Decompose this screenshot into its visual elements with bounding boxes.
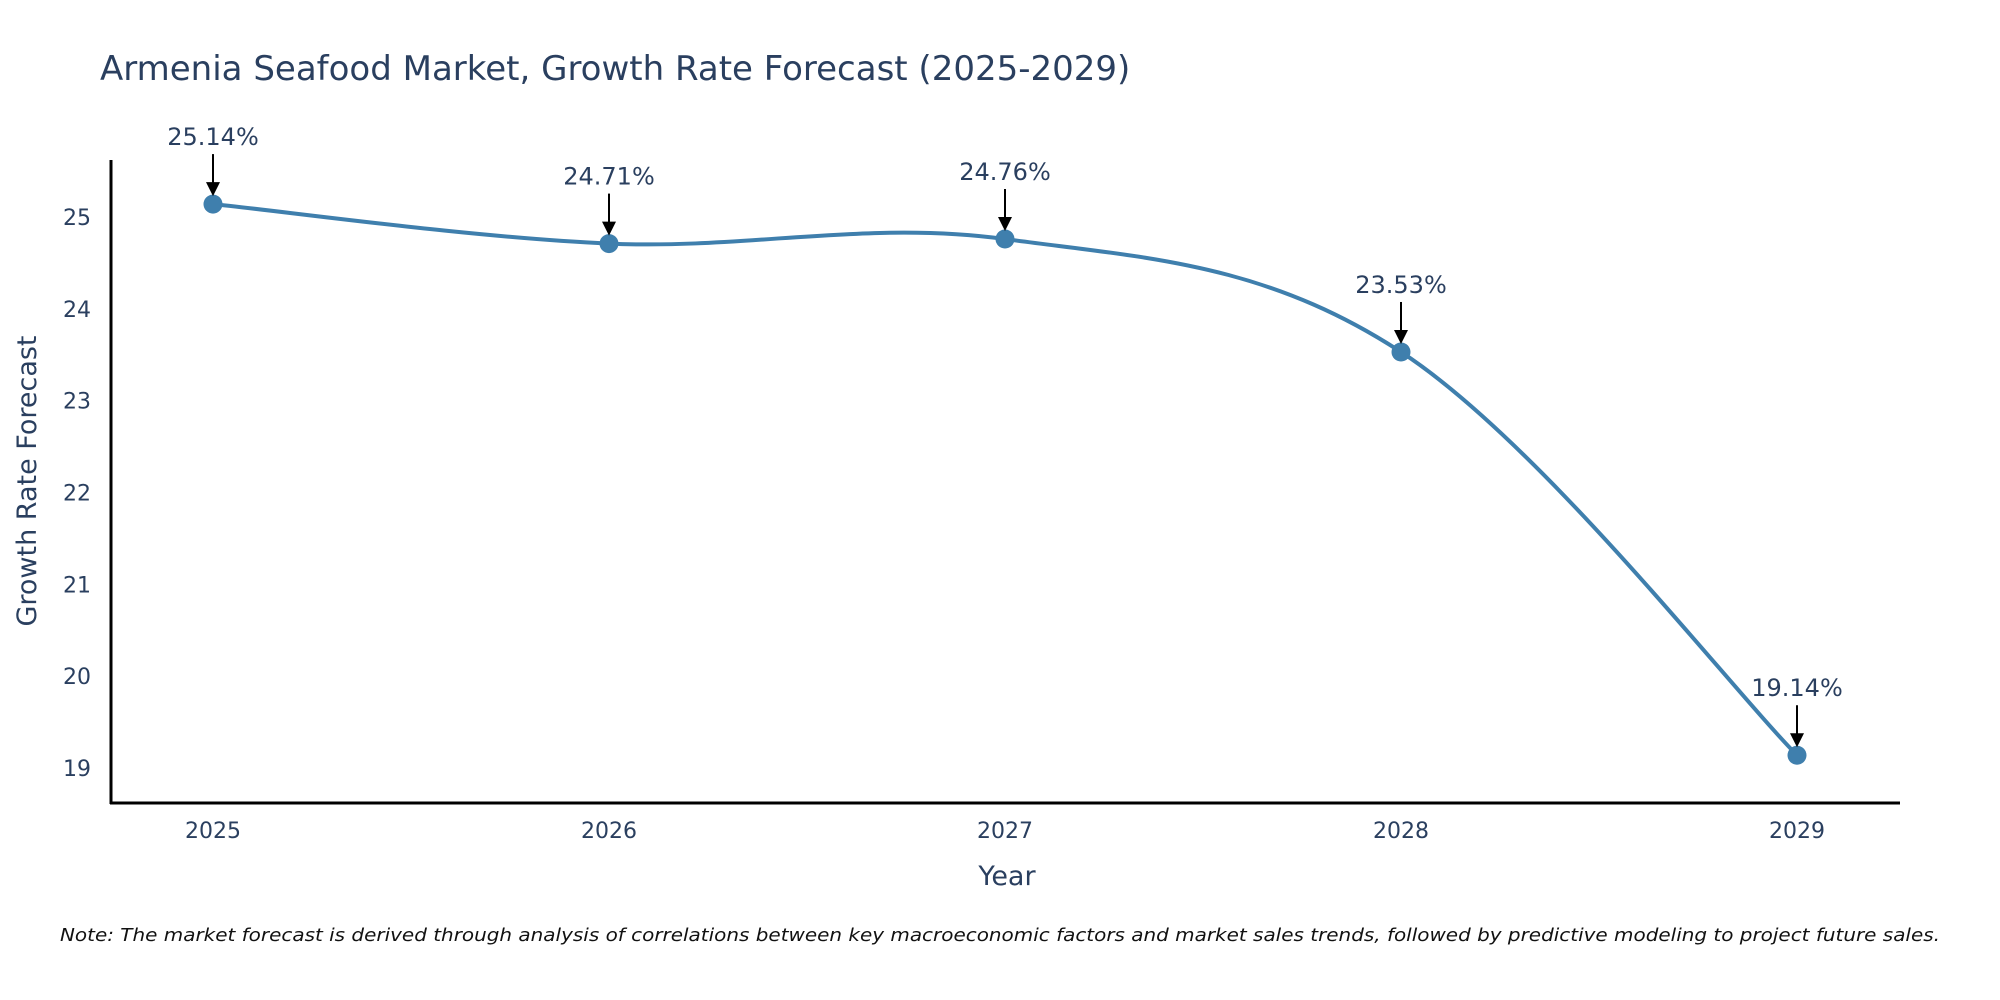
annotation-arrowhead bbox=[602, 221, 616, 236]
annotations: 25.14% 24.71% 24.76% 23.53% 19.14% bbox=[167, 123, 1843, 748]
annotation-arrowhead bbox=[998, 216, 1012, 231]
annotation-label: 19.14% bbox=[1751, 674, 1843, 702]
annotation: 24.76% bbox=[959, 158, 1051, 231]
annotation: 23.53% bbox=[1355, 271, 1447, 344]
y-tick-label: 25 bbox=[63, 206, 91, 231]
chart-title: Armenia Seafood Market, Growth Rate Fore… bbox=[100, 49, 1130, 89]
data-point bbox=[995, 229, 1015, 249]
data-point bbox=[1391, 342, 1411, 362]
data-point bbox=[203, 194, 223, 214]
x-tick-label: 2028 bbox=[1373, 819, 1429, 844]
x-tick-label: 2029 bbox=[1769, 819, 1825, 844]
axes bbox=[109, 160, 1900, 805]
annotation-label: 23.53% bbox=[1355, 271, 1447, 299]
y-tick-label: 20 bbox=[63, 665, 91, 690]
annotation: 24.71% bbox=[563, 163, 655, 236]
annotation-arrowhead bbox=[206, 182, 220, 197]
series-line bbox=[212, 202, 1799, 757]
y-tick-label: 22 bbox=[63, 482, 91, 507]
footnote: Note: The market forecast is derived thr… bbox=[60, 925, 1940, 946]
x-tick-labels: 2025 2026 2027 2028 2029 bbox=[185, 819, 1825, 844]
y-tick-label: 19 bbox=[63, 757, 91, 782]
annotation: 19.14% bbox=[1751, 674, 1843, 748]
data-point bbox=[599, 234, 619, 254]
x-tick-label: 2025 bbox=[185, 819, 241, 844]
annotation-label: 24.71% bbox=[563, 163, 655, 191]
y-axis-title: Growth Rate Forecast bbox=[12, 335, 43, 626]
x-tick-label: 2026 bbox=[581, 819, 637, 844]
annotation-label: 25.14% bbox=[167, 123, 259, 151]
annotation-arrowhead bbox=[1790, 733, 1804, 748]
y-tick-labels: 19 20 21 22 23 24 25 bbox=[63, 206, 91, 782]
annotation-arrowhead bbox=[1394, 329, 1408, 344]
annotation: 25.14% bbox=[167, 123, 259, 197]
data-markers bbox=[203, 194, 1807, 765]
y-tick-label: 24 bbox=[63, 298, 91, 323]
y-tick-label: 23 bbox=[63, 390, 91, 415]
x-axis-title: Year bbox=[977, 861, 1036, 892]
annotation-label: 24.76% bbox=[959, 158, 1051, 186]
data-point bbox=[1787, 745, 1807, 765]
y-tick-label: 21 bbox=[63, 573, 91, 598]
x-tick-label: 2027 bbox=[977, 819, 1033, 844]
